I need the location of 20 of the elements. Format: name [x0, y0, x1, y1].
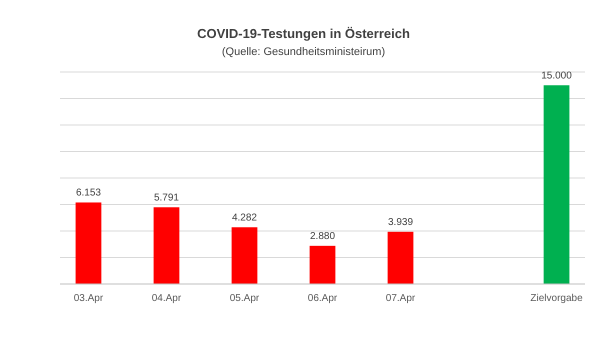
data-label: 15.000	[541, 70, 572, 82]
bar	[76, 202, 102, 284]
x-tick-label: 07.Apr	[386, 293, 416, 304]
x-tick-label: 04.Apr	[152, 293, 182, 304]
data-label: 2.880	[310, 230, 336, 242]
data-label: 3.939	[388, 216, 414, 228]
x-tick-label: Zielvorgabe	[530, 293, 584, 304]
data-label: 4.282	[232, 212, 258, 224]
data-label: 5.791	[154, 192, 180, 204]
bar	[154, 207, 180, 284]
x-tick-label: 06.Apr	[308, 293, 338, 304]
x-tick-label: 05.Apr	[230, 293, 260, 304]
bar	[310, 246, 336, 284]
bar	[544, 85, 570, 284]
bar	[232, 227, 258, 284]
chart-title: COVID-19-Testungen in Österreich	[197, 26, 410, 41]
data-label: 6.153	[76, 187, 102, 198]
chart-subtitle: (Quelle: Gesundheitsministeirum)	[222, 46, 386, 58]
x-tick-label: 03.Apr	[74, 293, 104, 304]
bar	[388, 232, 414, 284]
